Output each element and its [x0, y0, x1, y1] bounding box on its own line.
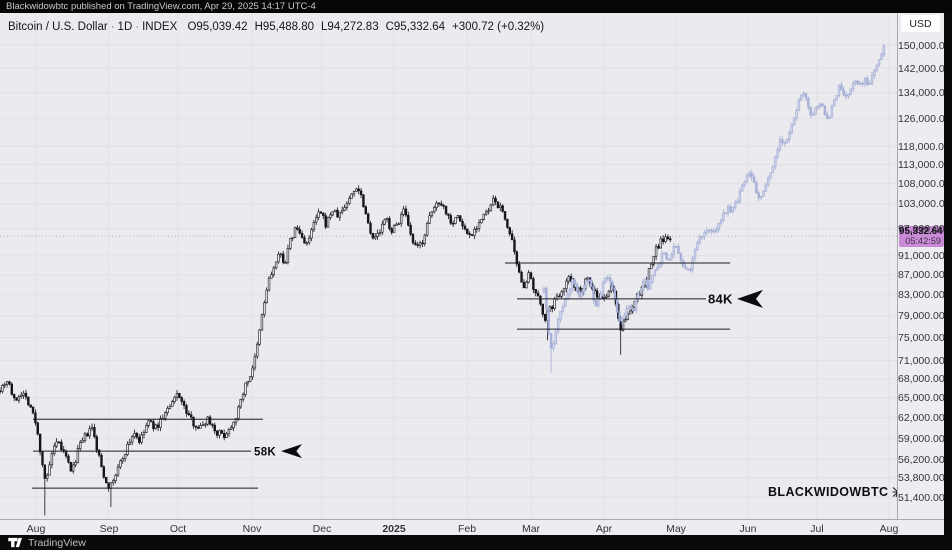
left-arrow-icon[interactable] [281, 444, 302, 459]
time-axis-label: Aug [879, 523, 899, 535]
time-axis-label: 2025 [382, 523, 406, 535]
price-axis-label: 126,000.00 [898, 113, 951, 126]
price-axis-label: 79,000.00 [898, 310, 945, 323]
price-axis-label: 71,000.00 [898, 355, 945, 368]
price-axis-label: 113,000.00 [898, 159, 950, 172]
price-axis-label: 68,000.00 [898, 373, 945, 386]
price-axis-label: 118,000.00 [898, 140, 950, 153]
currency-toggle-button[interactable]: USD [901, 15, 940, 32]
author-watermark: BLACKWIDOWBTC [768, 485, 904, 499]
chart-area[interactable]: 58K 84K Bitcoin / U.S. Dollar · 1D · INDEX O9… [0, 13, 904, 519]
time-axis-label: Feb [457, 523, 477, 535]
screen-edge [944, 13, 952, 550]
watermark-text: BLACKWIDOWBTC [768, 485, 889, 499]
left-arrow-icon[interactable] [737, 289, 763, 308]
time-axis-label: Mar [521, 523, 541, 535]
price-axis-label: 51,400.00 [898, 491, 945, 504]
symbol-name: Bitcoin / U.S. Dollar [8, 21, 108, 33]
change-label: +300.72 (+0.32%) [452, 21, 545, 33]
symbol-legend[interactable]: Bitcoin / U.S. Dollar · 1D · INDEX O95,039.4… [8, 21, 551, 33]
time-axis-label: Jun [739, 523, 757, 535]
time-axis-label: Oct [169, 523, 187, 535]
interval-label: 1D [117, 21, 133, 33]
price-axis-label: 142,000.00 [898, 62, 951, 75]
publish-bar: Blackwidowbtc published on TradingView.c… [0, 0, 952, 13]
ohlc-open: O95,039.42 [187, 21, 248, 33]
last-price-label: 95,332.64 05:42:59 [899, 226, 944, 248]
price-axis-label: 75,000.00 [898, 332, 945, 345]
time-axis-label: May [666, 523, 686, 535]
bar-countdown: 05:42:59 [905, 235, 941, 246]
level-annotation[interactable]: 58K [254, 446, 276, 458]
price-axis-label: 59,000.00 [898, 433, 945, 446]
time-axis-label: Sep [99, 523, 119, 535]
price-axis[interactable]: USD 95,332.64 05:42:59 150,000.00 142,000… [897, 13, 951, 519]
level-annotation[interactable]: 84K [708, 292, 733, 307]
price-axis-label: 91,000.00 [898, 250, 945, 263]
last-price-value: 95,332.64 [899, 226, 943, 238]
price-axis-label: 108,000.00 [898, 178, 951, 191]
price-axis-label: 62,000.00 [898, 412, 945, 425]
price-axis-label: 87,000.00 [898, 269, 945, 282]
time-axis[interactable]: Aug Sep Oct Nov Dec 2025 Feb Mar Apr May Jun Jul Aug [0, 519, 944, 535]
price-axis-label: 150,000.00 [898, 39, 951, 52]
ohlc-low: L94,272.83 [321, 21, 379, 33]
legend-separator: · [110, 21, 115, 33]
price-axis-label: 134,000.00 [898, 87, 951, 100]
projected-path [542, 44, 886, 373]
price-axis-label: 53,800.00 [898, 472, 945, 485]
tradingview-brand[interactable]: TradingView [28, 536, 86, 549]
time-axis-label: Jul [810, 523, 824, 535]
tradingview-logo-icon[interactable] [7, 537, 23, 548]
price-axis-label: 83,000.00 [898, 289, 945, 302]
legend-separator: · [135, 21, 140, 33]
candlestick-plot[interactable]: 58K 84K [0, 13, 897, 519]
price-axis-label: 65,000.00 [898, 392, 945, 405]
btc-price-history [0, 185, 672, 516]
time-axis-label: Apr [595, 523, 613, 535]
ohlc-close: C95,332.64 [385, 21, 446, 33]
ohlc-high: H95,488.80 [254, 21, 315, 33]
tradingview-footer: TradingView [0, 535, 952, 550]
time-axis-label: Aug [26, 523, 46, 535]
market-label: INDEX [142, 21, 178, 33]
time-axis-label: Dec [312, 523, 332, 535]
price-axis-label: 56,200.00 [898, 453, 945, 466]
price-axis-label: 97,000.00 [898, 223, 945, 236]
publish-text: Blackwidowbtc published on TradingView.c… [6, 1, 316, 12]
price-axis-label: 103,000.00 [898, 198, 951, 211]
time-axis-label: Nov [242, 523, 262, 535]
